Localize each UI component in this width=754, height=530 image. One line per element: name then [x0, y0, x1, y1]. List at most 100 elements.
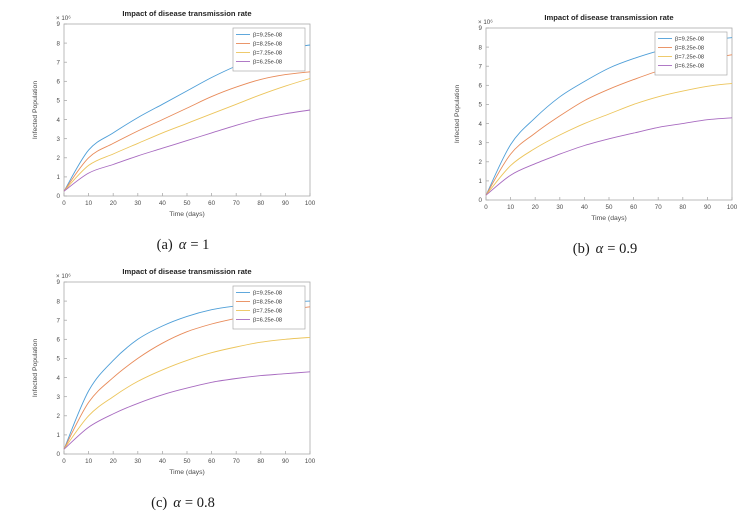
x-tick-label: 0 — [62, 200, 66, 207]
y-tick-label: 9 — [479, 25, 483, 32]
chart-a: 0 10 20 30 40 50 60 70 80 90 100 0 1 2 3 4 5 6 7 8 9 Impact o… — [26, 6, 318, 236]
x-tick-label: 90 — [704, 204, 711, 211]
y-tick-label: 3 — [57, 394, 61, 401]
y-tick-label: 7 — [57, 317, 61, 324]
subfigure-c: 0 10 20 30 40 50 60 70 80 90 100 0 1 2 3 4 5 6 7 8 9 Impact o… — [26, 264, 318, 512]
x-tick-label: 70 — [233, 200, 240, 207]
x-tick-label: 40 — [159, 458, 166, 465]
chart-svg-c: 0 10 20 30 40 50 60 70 80 90 100 0 1 2 3 4 5 6 7 8 9 Impact o… — [32, 267, 316, 476]
y-tick-label: 5 — [57, 98, 61, 105]
caption-index: (a) — [156, 237, 173, 253]
caption-alpha-value: = 0.8 — [184, 495, 215, 511]
caption-alpha-symbol: α — [178, 237, 187, 253]
y-axis-exponent: × 10⁶ — [478, 19, 493, 26]
x-tick-label: 30 — [134, 458, 141, 465]
y-tick-label: 7 — [479, 63, 483, 70]
chart-svg-a: 0 10 20 30 40 50 60 70 80 90 100 0 1 2 3 4 5 6 7 8 9 Impact o… — [32, 9, 316, 218]
x-tick-label: 100 — [727, 204, 738, 211]
subfigure-a-caption: (a) α = 1 — [26, 237, 318, 254]
y-tick-label: 1 — [57, 174, 61, 181]
x-tick-label: 50 — [184, 200, 191, 207]
legend-box — [232, 285, 306, 330]
legend-label: β=9.25e-08 — [675, 37, 704, 43]
y-tick-label: 2 — [479, 159, 483, 166]
y-tick-label: 2 — [57, 413, 61, 420]
chart-title: Impact of disease transmission rate — [544, 13, 673, 22]
y-axis-label: Infected Population — [454, 85, 461, 143]
legend-box — [654, 31, 728, 76]
x-tick-label: 0 — [62, 458, 66, 465]
x-axis-label: Time (days) — [169, 211, 205, 218]
x-tick-label: 50 — [184, 458, 191, 465]
caption-index: (c) — [151, 495, 168, 511]
subfigure-b-caption: (b) α = 0.9 — [448, 241, 740, 258]
y-tick-label: 8 — [57, 40, 61, 47]
y-tick-label: 6 — [57, 79, 61, 86]
x-axis-label: Time (days) — [591, 215, 627, 222]
x-tick-label: 60 — [208, 458, 215, 465]
x-tick-label: 20 — [110, 200, 117, 207]
chart-c: 0 10 20 30 40 50 60 70 80 90 100 0 1 2 3 4 5 6 7 8 9 Impact o… — [26, 264, 318, 494]
chart-title: Impact of disease transmission rate — [122, 267, 251, 276]
y-tick-label: 8 — [57, 298, 61, 305]
x-tick-label: 50 — [606, 204, 613, 211]
chart-svg-b: 0 10 20 30 40 50 60 70 80 90 100 0 1 2 3 4 5 6 7 8 9 Impact o… — [454, 13, 738, 222]
legend-label: β=9.25e-08 — [253, 33, 282, 39]
series-line-2 — [485, 82, 733, 196]
y-tick-label: 4 — [57, 117, 61, 124]
caption-alpha-value: = 1 — [190, 237, 210, 253]
series-line-2 — [63, 336, 311, 450]
legend-label: β=6.25e-08 — [253, 60, 282, 66]
legend-box — [232, 27, 306, 72]
x-tick-label: 70 — [233, 458, 240, 465]
y-tick-label: 6 — [479, 83, 483, 90]
y-tick-label: 3 — [479, 140, 483, 147]
x-tick-label: 10 — [85, 200, 92, 207]
x-tick-label: 60 — [630, 204, 637, 211]
x-tick-label: 10 — [507, 204, 514, 211]
x-tick-label: 80 — [679, 204, 686, 211]
series-line-3 — [63, 371, 311, 450]
x-tick-label: 0 — [484, 204, 488, 211]
series-line-1 — [63, 71, 311, 192]
y-axis-exponent: × 10⁶ — [56, 273, 71, 280]
legend-label: β=7.25e-08 — [253, 309, 282, 315]
y-tick-label: 0 — [57, 451, 61, 458]
x-tick-label: 20 — [110, 458, 117, 465]
x-tick-label: 30 — [134, 200, 141, 207]
y-tick-label: 9 — [57, 279, 61, 286]
y-axis-label: Infected Population — [32, 81, 39, 139]
x-axis-label: Time (days) — [169, 469, 205, 476]
x-tick-label: 70 — [655, 204, 662, 211]
y-tick-label: 4 — [57, 375, 61, 382]
series-line-3 — [63, 109, 311, 192]
series-line-3 — [485, 117, 733, 196]
caption-index: (b) — [572, 241, 590, 257]
y-tick-label: 1 — [479, 178, 483, 185]
x-tick-label: 80 — [257, 458, 264, 465]
series-line-1 — [485, 54, 733, 196]
caption-alpha-symbol: α — [595, 241, 604, 257]
y-axis-exponent: × 10⁶ — [56, 15, 71, 22]
y-tick-label: 5 — [57, 356, 61, 363]
y-tick-label: 6 — [57, 337, 61, 344]
y-axis-label: Infected Population — [32, 339, 39, 397]
chart-b: 0 10 20 30 40 50 60 70 80 90 100 0 1 2 3 4 5 6 7 8 9 Impact o… — [448, 10, 740, 240]
legend-label: β=8.25e-08 — [253, 42, 282, 48]
y-tick-label: 8 — [479, 44, 483, 51]
legend-label: β=8.25e-08 — [253, 300, 282, 306]
subfigure-a: 0 10 20 30 40 50 60 70 80 90 100 0 1 2 3 4 5 6 7 8 9 Impact o… — [26, 6, 318, 254]
legend-label: β=6.25e-08 — [675, 64, 704, 70]
y-tick-label: 4 — [479, 121, 483, 128]
x-tick-label: 20 — [532, 204, 539, 211]
x-tick-label: 40 — [581, 204, 588, 211]
y-tick-label: 0 — [57, 193, 61, 200]
x-tick-label: 80 — [257, 200, 264, 207]
legend-label: β=8.25e-08 — [675, 46, 704, 52]
y-tick-label: 9 — [57, 21, 61, 28]
x-tick-label: 90 — [282, 200, 289, 207]
y-tick-label: 7 — [57, 59, 61, 66]
y-tick-label: 2 — [57, 155, 61, 162]
y-tick-label: 0 — [479, 197, 483, 204]
